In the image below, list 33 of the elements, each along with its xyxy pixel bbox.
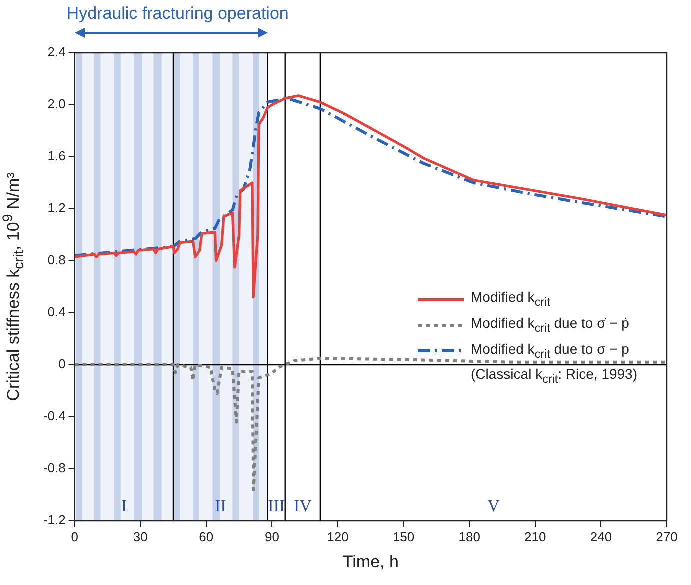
- annotation: IV: [294, 496, 313, 516]
- y-tick-label: 2.0: [48, 96, 66, 112]
- x-tick-label: 30: [133, 529, 148, 544]
- annotation: III: [268, 496, 286, 516]
- y-tick-label: 1.2: [48, 200, 66, 216]
- line-series: [74, 97, 667, 258]
- x-tick-label: 210: [524, 529, 546, 544]
- y-tick-label: 0: [58, 356, 66, 372]
- y-tick-label: 0.8: [48, 252, 66, 268]
- x-tick-label: 150: [392, 529, 415, 544]
- legend-label: Modified k$_{crit}$: [471, 288, 550, 311]
- annotation: I: [121, 496, 128, 516]
- y-tick-label: -0.8: [43, 460, 66, 476]
- legend-label: Modified k$_{crit}$ due to σ − p: [471, 340, 630, 362]
- x-tick-label: 60: [199, 529, 214, 544]
- line-series: [74, 357, 667, 492]
- x-tick-label: 240: [590, 529, 612, 544]
- band-label: Hydraulic fracturing operation: [66, 4, 289, 24]
- x-tick-label: 270: [656, 529, 678, 544]
- x-tick-label: 180: [458, 529, 480, 544]
- y-tick-label: 2.4: [48, 44, 66, 60]
- annotation: V: [488, 496, 501, 516]
- annotation: II: [214, 496, 227, 516]
- legend-label: Modified k$_{crit}$ due to σ̇ − ṗ: [471, 314, 630, 337]
- x-tick-label: 90: [264, 529, 280, 544]
- y-tick-label: -0.4: [43, 408, 66, 424]
- x-tick-label: 120: [327, 529, 349, 544]
- y-tick-label: -1.2: [43, 512, 66, 528]
- y-tick-label: 1.6: [48, 148, 66, 164]
- annotation: (Classical k$_{crit}$: Rice, 1993): [470, 365, 638, 388]
- x-tick-label: 0: [71, 529, 78, 544]
- x-axis-title: Time, h: [342, 552, 399, 572]
- y-tick-label: 0.4: [48, 304, 66, 320]
